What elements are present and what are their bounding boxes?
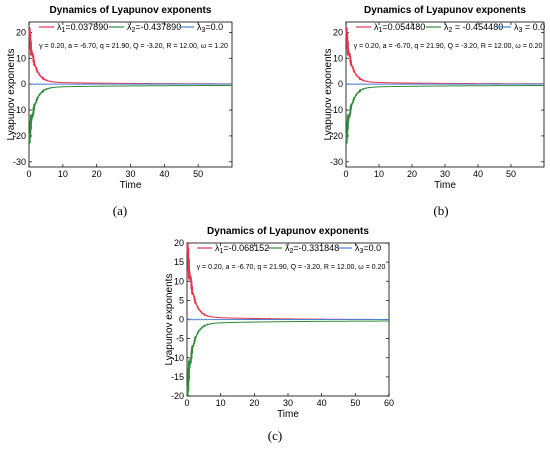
y-tick-label: -10 bbox=[330, 105, 343, 115]
y-axis-label: Lyapunov exponents bbox=[323, 49, 334, 141]
chart-title: Dynamics of Lyapunov exponents bbox=[50, 5, 212, 16]
y-tick-label: -20 bbox=[330, 131, 343, 141]
chart-title: Dynamics of Lyapunov exponents bbox=[207, 226, 369, 237]
x-tick-label: 40 bbox=[473, 169, 483, 179]
chart-panel-1: Dynamics of Lyapunov exponents 0 10 20 30 40 5… bbox=[6, 5, 233, 191]
y-tick-label: 0 bbox=[21, 79, 26, 89]
x-tick-label: 40 bbox=[317, 398, 327, 408]
x-tick-label: 50 bbox=[350, 398, 360, 408]
y-tick-label: 20 bbox=[16, 27, 26, 37]
y-tick-label: -30 bbox=[330, 157, 343, 167]
y-tick-label: 10 bbox=[174, 276, 184, 286]
series-line-2 bbox=[345, 85, 544, 145]
y-tick-label: -15 bbox=[171, 372, 184, 382]
series-line-2 bbox=[28, 84, 232, 145]
caption-a: (a) bbox=[112, 203, 128, 218]
legend-entry-1: λ1=0.054480 bbox=[374, 22, 425, 34]
y-tick-label: -5 bbox=[176, 334, 184, 344]
x-tick-label: 10 bbox=[58, 169, 68, 179]
x-tick-label: 20 bbox=[249, 398, 259, 408]
x-tick-label: 50 bbox=[193, 169, 203, 179]
y-tick-label: 10 bbox=[333, 53, 343, 63]
y-tick-label: 20 bbox=[174, 238, 184, 248]
y-tick-label: 15 bbox=[174, 257, 184, 267]
x-tick-label: 40 bbox=[159, 169, 169, 179]
x-axis-label: Time bbox=[120, 180, 142, 191]
x-tick-label: 10 bbox=[374, 169, 384, 179]
y-axis-label: Lyapunov exponents bbox=[164, 274, 175, 366]
y-tick-label: 0 bbox=[179, 315, 184, 325]
x-tick-label: 30 bbox=[125, 169, 135, 179]
x-tick-label: 0 bbox=[184, 398, 189, 408]
y-tick-label: 10 bbox=[16, 53, 26, 63]
x-tick-label: 30 bbox=[283, 398, 293, 408]
legend-entry-2: λ2=-0.331848 bbox=[285, 243, 339, 255]
series-line-3 bbox=[345, 83, 544, 85]
chart-panel-3: Dynamics of Lyapunov exponents 0 10 20 30 40 5… bbox=[164, 226, 394, 420]
x-axis-label: Time bbox=[434, 180, 456, 191]
legend-entry-2: λ2=-0.437890 bbox=[127, 22, 181, 34]
legend-entry-1: λ1=0.037890 bbox=[57, 22, 108, 34]
legend-entry-1: λ1=-0.068152 bbox=[215, 243, 269, 255]
y-tick-label: -20 bbox=[13, 131, 26, 141]
plot-frame bbox=[345, 21, 545, 168]
x-tick-label: 0 bbox=[343, 169, 348, 179]
x-tick-label: 0 bbox=[26, 169, 31, 179]
x-tick-label: 50 bbox=[506, 169, 516, 179]
x-tick-label: 10 bbox=[216, 398, 226, 408]
legend-entry-3: λ3=0.0 bbox=[355, 243, 381, 255]
caption-b: (b) bbox=[433, 203, 449, 218]
y-tick-label: -30 bbox=[13, 157, 26, 167]
x-tick-label: 20 bbox=[92, 169, 102, 179]
y-tick-label: -10 bbox=[13, 105, 26, 115]
parameter-annotation: γ = 0.20, a = -6.70, q = 21.90, Q = -3.2… bbox=[39, 43, 228, 50]
x-tick-label: 60 bbox=[384, 398, 394, 408]
x-axis-label: Time bbox=[277, 409, 299, 420]
parameter-annotation: γ = 0.20, a = -6.70, q = 21.90, Q = -3.2… bbox=[354, 43, 543, 50]
chart-title: Dynamics of Lyapunov exponents bbox=[364, 5, 526, 16]
y-tick-label: -10 bbox=[171, 353, 184, 363]
x-tick-label: 20 bbox=[407, 169, 417, 179]
x-tick-label: 30 bbox=[440, 169, 450, 179]
series-line-3 bbox=[28, 83, 232, 85]
parameter-annotation: γ = 0.20, a = -6.70, q = 21.90, Q = -3.2… bbox=[197, 264, 386, 271]
y-tick-label: -20 bbox=[171, 391, 184, 401]
chart-panel-2: Dynamics of Lyapunov exponents 0 10 20 30 40 5… bbox=[323, 5, 545, 191]
series-line-2 bbox=[186, 320, 389, 397]
y-tick-label: 5 bbox=[179, 295, 184, 305]
legend-entry-3: λ3=0.0 bbox=[197, 22, 223, 34]
series-line-3 bbox=[186, 318, 389, 321]
y-axis-label: Lyapunov exponents bbox=[6, 49, 17, 141]
plot-frame bbox=[28, 21, 233, 168]
legend-entry-2: λ2 = -0.454480 bbox=[444, 22, 503, 34]
caption-c: (c) bbox=[267, 428, 283, 443]
y-tick-label: 0 bbox=[338, 79, 343, 89]
legend-entry-3: λ3 = 0.0 bbox=[514, 22, 545, 34]
y-tick-label: 20 bbox=[333, 27, 343, 37]
